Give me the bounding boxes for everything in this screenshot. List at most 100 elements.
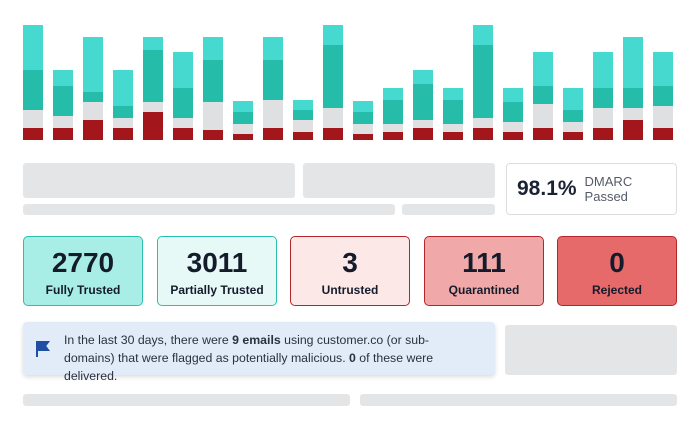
bar-segment: [293, 120, 313, 132]
stat-label: Quarantined: [448, 283, 520, 297]
alert-segment: 0: [349, 351, 356, 365]
bar-segment: [83, 120, 103, 140]
bar-segment: [653, 106, 673, 128]
stat-value: 2770: [51, 247, 115, 278]
bar-segment: [203, 60, 223, 102]
bar-segment: [653, 52, 673, 86]
bar-segment: [203, 37, 223, 60]
bar-segment: [503, 88, 523, 102]
alert-text: In the last 30 days, there were 9 emails…: [64, 333, 433, 383]
bar-segment: [473, 25, 493, 45]
bar-segment: [473, 45, 493, 118]
bar-segment: [533, 52, 553, 86]
bar-segment: [233, 124, 253, 134]
placeholder: [303, 163, 495, 198]
bar-segment: [293, 100, 313, 110]
alert-segment: 9 emails: [232, 333, 281, 347]
bar-segment: [323, 25, 343, 45]
bar-segment: [233, 134, 253, 140]
stacked-bar-chart: [23, 25, 673, 140]
dmarc-value: 98.1%: [517, 177, 577, 200]
bar-segment: [623, 120, 643, 140]
bar-segment: [203, 102, 223, 130]
bar-segment: [143, 102, 163, 112]
stat-card: 3 Untrusted: [290, 236, 410, 306]
bar-segment: [53, 116, 73, 128]
bar-segment: [443, 124, 463, 132]
bar-segment: [593, 128, 613, 140]
alert: In the last 30 days, there were 9 emails…: [23, 322, 495, 383]
bar-segment: [113, 106, 133, 118]
bar-segment: [563, 132, 583, 140]
bar-segment: [413, 84, 433, 120]
bar-segment: [23, 128, 43, 140]
stat-value: 0: [609, 247, 625, 278]
bar-segment: [623, 88, 643, 108]
alert-segment: using customer.co (or sub-domains) that …: [64, 333, 430, 365]
bar-segment: [293, 110, 313, 120]
flag-icon: [36, 341, 50, 357]
bar-segment: [143, 112, 163, 140]
dmarc-label: DMARC Passed: [584, 174, 633, 204]
dmarc-box: 98.1% DMARC Passed: [506, 163, 677, 215]
bar-segment: [533, 86, 553, 104]
bar-segment: [593, 108, 613, 128]
stat-card: 2770 Fully Trusted: [23, 236, 143, 306]
bar-segment: [173, 52, 193, 88]
bar-segment: [563, 110, 583, 122]
bar-segment: [83, 92, 103, 102]
bar-segment: [143, 50, 163, 102]
stat-value: 3011: [186, 247, 248, 278]
bar-segment: [203, 130, 223, 140]
bar-segment: [263, 100, 283, 128]
bar-segment: [53, 128, 73, 140]
bar-segment: [593, 52, 613, 88]
bar-segment: [83, 102, 103, 120]
bar-segment: [623, 108, 643, 120]
bar-segment: [563, 88, 583, 110]
bar-segment: [23, 25, 43, 70]
bar-segment: [23, 70, 43, 110]
stat-label: Fully Trusted: [45, 283, 121, 297]
stat-label: Untrusted: [321, 283, 379, 297]
bar-segment: [53, 86, 73, 116]
bar-segment: [113, 70, 133, 106]
bar-segment: [473, 118, 493, 128]
bar-segment: [353, 101, 373, 112]
bar-segment: [653, 128, 673, 140]
bar-segment: [143, 37, 163, 50]
placeholder: [360, 394, 677, 406]
bar-segment: [263, 60, 283, 100]
stat-card: 3011 Partially Trusted: [157, 236, 277, 306]
bar-segment: [263, 128, 283, 140]
placeholder: [23, 394, 350, 406]
bar-segment: [413, 120, 433, 128]
bar-segment: [413, 128, 433, 140]
bar-segment: [383, 124, 403, 132]
stat-label: Rejected: [591, 283, 643, 297]
bar-segment: [383, 132, 403, 140]
bar-segment: [323, 45, 343, 108]
bar-segment: [323, 128, 343, 140]
bar-segment: [383, 88, 403, 100]
bar-segment: [293, 132, 313, 140]
alert-segment: of these were delivered.: [64, 351, 434, 383]
bar-segment: [503, 122, 523, 132]
bar-segment: [353, 134, 373, 140]
bar-segment: [83, 37, 103, 92]
bar-segment: [263, 37, 283, 60]
bar-segment: [503, 132, 523, 140]
placeholder: [505, 325, 677, 375]
bar-segment: [113, 118, 133, 128]
bar-segment: [173, 118, 193, 128]
bar-segment: [473, 128, 493, 140]
placeholder: [23, 204, 395, 215]
bar-segment: [353, 124, 373, 134]
bar-segment: [233, 112, 253, 124]
bar-segment: [23, 110, 43, 128]
placeholder: [23, 163, 295, 198]
bar-segment: [233, 101, 253, 112]
bar-segment: [323, 108, 343, 128]
bar-segment: [353, 112, 373, 124]
